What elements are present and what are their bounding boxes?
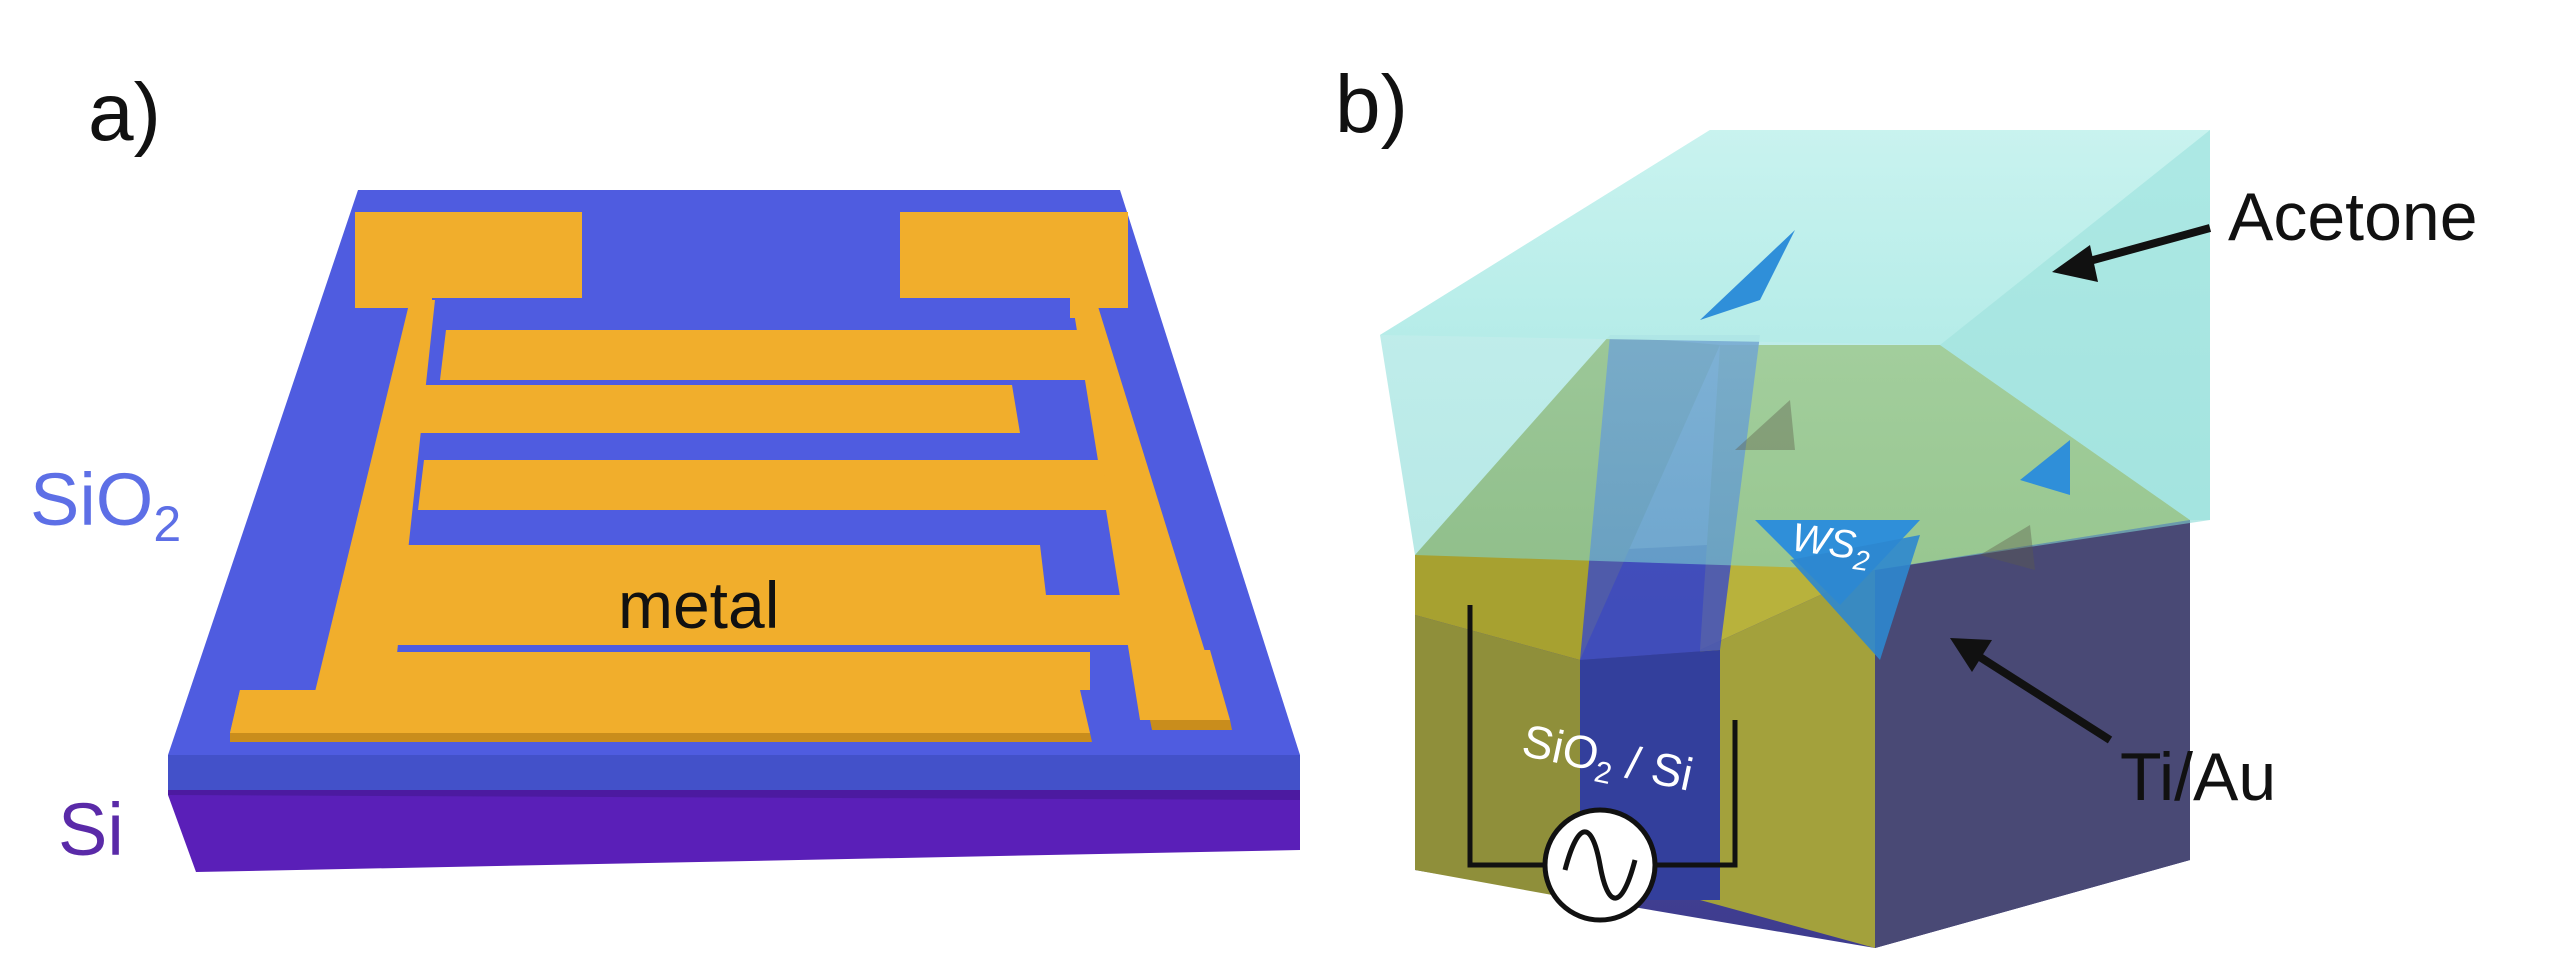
tiau-arrow [1950, 638, 2113, 744]
panel-b: b) [1335, 59, 2478, 948]
tiau-label: Ti/Au [2120, 739, 2276, 815]
ws2-flake-shadow-2 [1980, 525, 2035, 570]
metal-edges [230, 720, 1232, 742]
arrow-icon [2073, 224, 2212, 269]
panel-a: a) [30, 67, 1300, 872]
ws2-flake-shadow-1 [1735, 400, 1795, 450]
circuit [1467, 605, 1738, 923]
ws2-label: WS2 [1788, 515, 1875, 577]
acetone-label: Acetone [2228, 179, 2478, 255]
ws2-flakes [1700, 230, 2070, 660]
panel-a-label: a) [88, 67, 161, 158]
si-label: Si [58, 788, 124, 871]
ws2-flake-1 [1700, 230, 1795, 320]
acetone-bath [1380, 130, 2210, 570]
sio2-label: SiO2 [30, 458, 181, 552]
ws2-flake-main-shade [1790, 535, 1920, 660]
arrow-icon [1969, 648, 2113, 744]
panel-b-label: b) [1335, 59, 1408, 150]
ws2-flake-2 [2020, 440, 2070, 495]
acetone-arrow [2052, 224, 2212, 282]
metal-label: metal [618, 568, 779, 642]
sine-wave-icon [1562, 829, 1638, 901]
